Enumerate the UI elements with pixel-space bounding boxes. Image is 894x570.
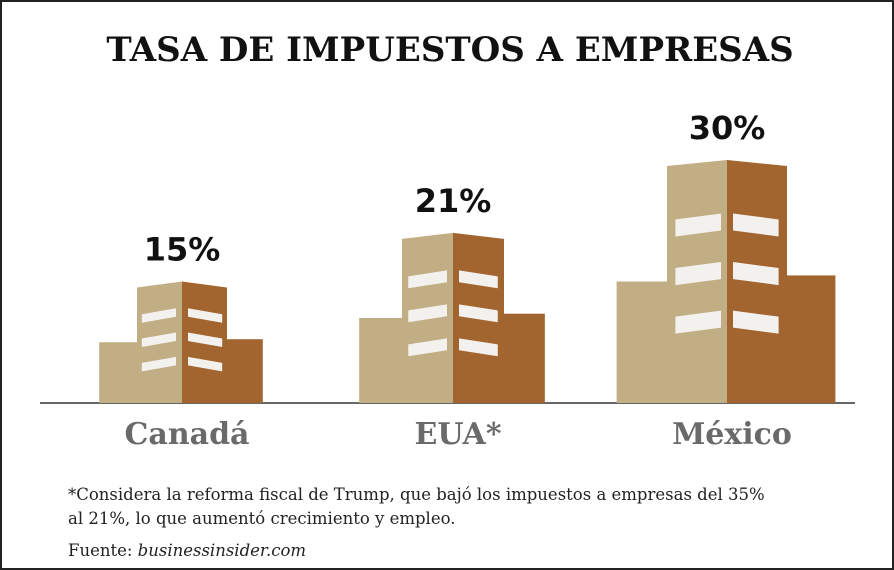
building [359,232,545,403]
window [675,262,721,286]
side-building [359,317,404,403]
side-building [785,275,836,403]
side-building [616,281,669,403]
window [459,270,498,289]
chart-title: TASA DE IMPUESTOS A EMPRESAS [106,30,793,70]
note-line: *Considera la reforma fiscal de Trump, q… [68,485,765,504]
category-label: Canadá [125,417,250,452]
window [141,332,176,348]
window [141,356,176,372]
value-label: 30% [689,109,766,147]
window [188,332,223,348]
side-building [502,313,545,403]
value-label: 21% [415,182,492,220]
window [408,304,447,323]
window [141,308,176,323]
category-label: México [672,417,792,452]
window [675,213,721,237]
source: Fuente: businessinsider.com [68,541,306,560]
side-building [99,342,139,403]
note-line: al 21%, lo que aumentó crecimiento y emp… [68,509,456,528]
source-label: Fuente: [68,541,132,560]
window [733,262,779,286]
window [188,308,223,323]
window [408,338,447,357]
window [733,310,779,334]
window [188,356,223,372]
window [408,270,447,289]
window [459,304,498,323]
window [733,213,779,237]
building [99,281,263,403]
window [459,338,498,357]
value-label: 15% [144,231,221,269]
source-link: businessinsider.com [138,541,306,560]
building [616,160,836,403]
category-label: EUA* [414,417,501,452]
window [675,310,721,334]
side-building [225,339,263,403]
